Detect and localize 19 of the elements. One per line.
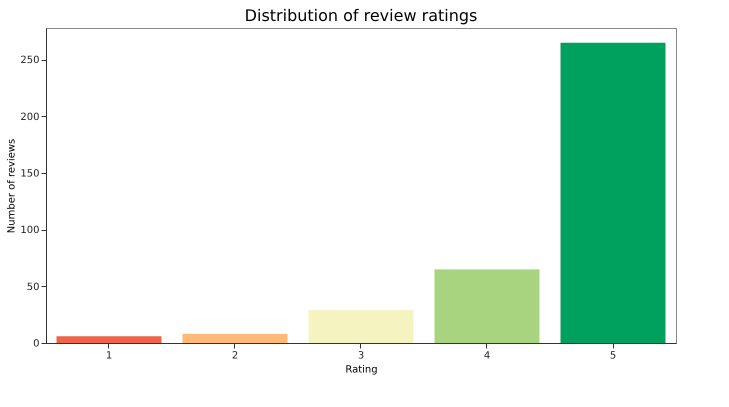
x-tick-label: 2 (232, 350, 238, 362)
y-tick-label: 200 (20, 112, 40, 123)
bar (56, 336, 162, 343)
chart-title: Distribution of review ratings (244, 6, 478, 25)
bar (434, 269, 540, 343)
y-tick-label: 250 (20, 55, 40, 66)
bar (560, 42, 666, 343)
y-tick-label: 100 (20, 225, 40, 236)
x-tick-label: 1 (106, 350, 112, 362)
y-tick-label: 50 (26, 282, 40, 293)
bar (182, 334, 288, 343)
bar (308, 310, 414, 343)
y-tick-label: 150 (20, 168, 40, 180)
x-tick-label: 4 (484, 350, 490, 362)
x-axis-title: Rating (345, 364, 378, 376)
x-tick-label: 3 (358, 350, 364, 362)
y-axis-title: Number of reviews (6, 138, 18, 234)
y-tick-label: 0 (33, 338, 40, 350)
x-tick-label: 5 (610, 350, 616, 362)
